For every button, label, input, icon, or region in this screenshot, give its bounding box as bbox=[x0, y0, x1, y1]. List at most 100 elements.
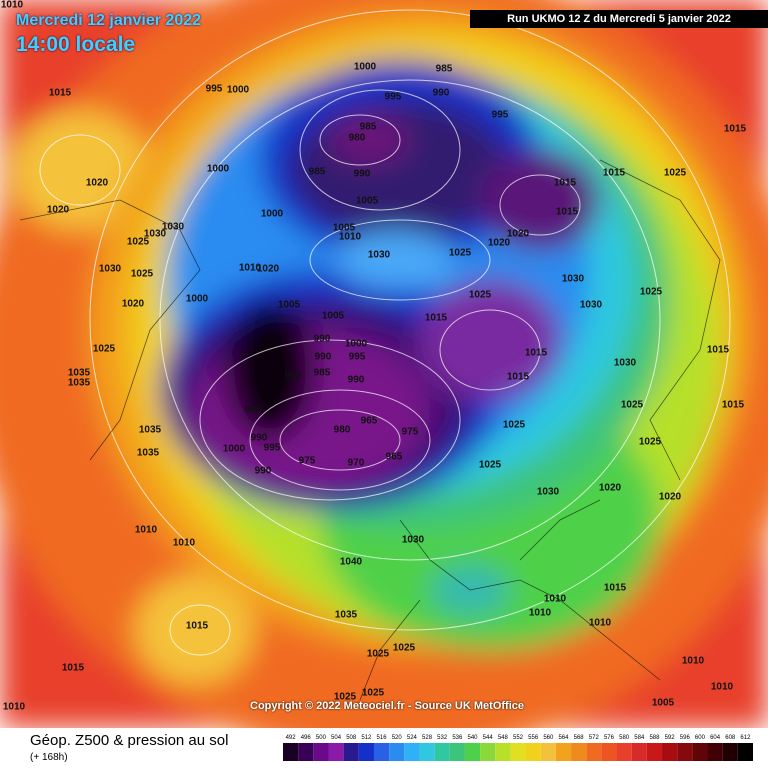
scale-label: 592 bbox=[665, 735, 676, 741]
scale-label: 608 bbox=[725, 735, 736, 741]
isobar-label: 1010 bbox=[589, 618, 612, 629]
footer-title: Géop. Z500 & pression au sol bbox=[30, 732, 229, 749]
scale-label: 528 bbox=[422, 735, 433, 741]
scale-swatch bbox=[737, 743, 753, 761]
isobar-label: 1025 bbox=[469, 290, 492, 301]
isobar-label: 990 bbox=[251, 433, 268, 444]
scale-swatch bbox=[434, 743, 450, 761]
scale-label: 500 bbox=[316, 735, 327, 741]
footer: Géop. Z500 & pression au sol (+ 168h) 49… bbox=[0, 728, 768, 768]
isobar-label: 1020 bbox=[47, 205, 70, 216]
scale-swatch bbox=[555, 743, 572, 761]
isobar-label: 1015 bbox=[507, 372, 530, 383]
scale-swatch bbox=[631, 743, 647, 761]
isobar-label: 1035 bbox=[137, 448, 160, 459]
isobar-label: 1030 bbox=[562, 274, 585, 285]
isobar-label: 990 bbox=[354, 169, 371, 180]
isobar-label: 1005 bbox=[652, 698, 675, 709]
isobar-label: 1035 bbox=[335, 610, 358, 621]
isobar-label: 990 bbox=[315, 352, 332, 363]
scale-swatch bbox=[495, 743, 511, 761]
isobar-label: 995 bbox=[349, 352, 366, 363]
isobar-label: 995 bbox=[245, 405, 262, 416]
isobar-label: 1005 bbox=[356, 196, 379, 207]
copyright: Copyright © 2022 Meteociel.fr - Source U… bbox=[250, 700, 524, 712]
isobar-label: 1010 bbox=[711, 682, 734, 693]
isobar-label: 1005 bbox=[333, 223, 356, 234]
isobar-label: 1005 bbox=[278, 300, 301, 311]
isobar-label: 1025 bbox=[621, 400, 644, 411]
isobar-label: 995 bbox=[206, 84, 223, 95]
isobar-label: 1030 bbox=[614, 358, 637, 369]
isobar-label: 1010 bbox=[173, 538, 196, 549]
isobar-label: 1030 bbox=[368, 250, 391, 261]
isobar-label: 1010 bbox=[682, 656, 705, 667]
isobar-label: 1025 bbox=[639, 437, 662, 448]
isobars bbox=[39, 9, 731, 656]
isobar-label: 1005 bbox=[322, 311, 345, 322]
scale-swatch bbox=[328, 743, 344, 761]
isobar-label: 1030 bbox=[580, 300, 603, 311]
scale-swatch bbox=[510, 743, 526, 761]
scale-label: 556 bbox=[528, 735, 539, 741]
coastlines bbox=[19, 159, 721, 701]
scale-swatch bbox=[707, 743, 723, 761]
scale-label: 540 bbox=[468, 735, 479, 741]
scale-label: 548 bbox=[498, 735, 509, 741]
isobar-label: 965 bbox=[361, 416, 378, 427]
isobar-label: 995 bbox=[264, 443, 281, 454]
scale-label: 504 bbox=[331, 735, 342, 741]
isobar-label: 1025 bbox=[367, 649, 390, 660]
isobar-label: 990 bbox=[255, 466, 272, 477]
isobar-label: 1000 bbox=[354, 62, 377, 73]
isobar-label: 1025 bbox=[131, 269, 154, 280]
scale-label: 600 bbox=[695, 735, 706, 741]
isobar-label: 985 bbox=[436, 64, 453, 75]
isobar-label: 990 bbox=[314, 334, 331, 345]
scale-label: 516 bbox=[377, 735, 388, 741]
isobar-label: 1040 bbox=[340, 557, 363, 568]
date: Mercredi 12 janvier 2022 bbox=[16, 12, 202, 29]
isobar-label: 1015 bbox=[49, 88, 72, 99]
isobar-label: 990 bbox=[285, 371, 302, 382]
isobar-label: 1020 bbox=[488, 238, 511, 249]
isobar-label: 1030 bbox=[99, 264, 122, 275]
isobar-label: 1000 bbox=[207, 164, 230, 175]
isobar-label: 1020 bbox=[257, 264, 280, 275]
isobar-label: 1020 bbox=[599, 483, 622, 494]
isobar-label: 1030 bbox=[537, 487, 560, 498]
isobar-label: 980 bbox=[334, 425, 351, 436]
isobar-label: 970 bbox=[348, 458, 365, 469]
isobar-label: 1025 bbox=[93, 344, 116, 355]
isobar-label: 1025 bbox=[503, 420, 526, 431]
isobar-label: 980 bbox=[349, 133, 366, 144]
isobar-label: 1015 bbox=[722, 400, 745, 411]
isobar-label: 1035 bbox=[139, 425, 162, 436]
scale-label: 536 bbox=[452, 735, 463, 741]
scale-swatch bbox=[464, 743, 481, 761]
isobar-label: 1025 bbox=[479, 460, 502, 471]
isobar-label: 975 bbox=[299, 456, 316, 467]
isobar-label: 1030 bbox=[402, 535, 425, 546]
isobar-label: 1020 bbox=[122, 299, 145, 310]
scale-label: 604 bbox=[710, 735, 721, 741]
isobar-label: 995 bbox=[492, 110, 509, 121]
isobar-label: 1020 bbox=[86, 178, 109, 189]
local-time: 14:00 locale bbox=[16, 33, 136, 56]
isobar-label: 1015 bbox=[525, 348, 548, 359]
scale-label: 564 bbox=[558, 735, 569, 741]
isobar-label: 1015 bbox=[724, 124, 747, 135]
scale-swatch bbox=[298, 743, 314, 761]
isobar-label: 1035 bbox=[68, 378, 91, 389]
color-scale: 492 496 500 504 508 512 516 520 524 528 532 536 540 5… bbox=[283, 735, 753, 761]
isobar-label: 1010 bbox=[339, 232, 362, 243]
scale-label: 584 bbox=[634, 735, 645, 741]
scale-label: 580 bbox=[619, 735, 630, 741]
isobar-label: 975 bbox=[402, 427, 419, 438]
isobar-label: 1015 bbox=[62, 663, 85, 674]
scale-label: 520 bbox=[392, 735, 403, 741]
isobar-label: 1015 bbox=[425, 313, 448, 324]
